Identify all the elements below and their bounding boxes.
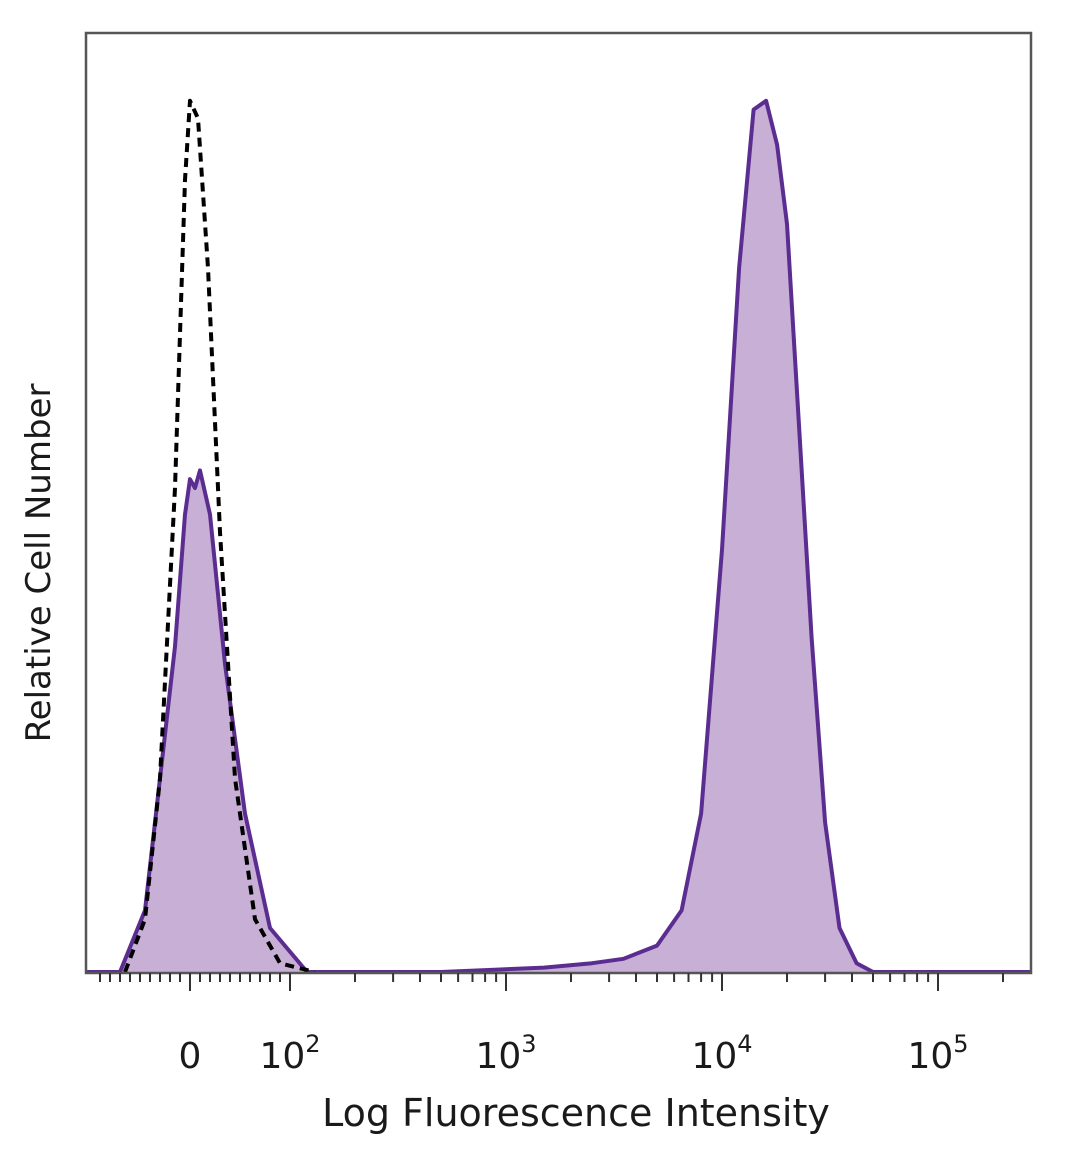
x-tick-base-4: 10 (907, 1036, 953, 1077)
x-tick-label-2: 103 (475, 1030, 536, 1077)
x-axis-ticks: 0 102 103 104 105 (99, 973, 1004, 1077)
x-tick-label-1: 102 (259, 1030, 320, 1077)
x-tick-base-1: 10 (259, 1036, 305, 1077)
x-tick-exp-1: 2 (305, 1030, 320, 1058)
x-tick-base-3: 10 (691, 1036, 737, 1077)
plot-frame (84, 31, 1033, 975)
series-0-line (86, 98, 1031, 974)
x-tick-label-3: 104 (691, 1030, 752, 1077)
x-axis-label: Log Fluorescence Intensity (322, 1091, 830, 1135)
x-tick-label-4: 105 (907, 1030, 968, 1077)
series-layer (86, 98, 1031, 974)
x-tick-exp-3: 4 (737, 1030, 752, 1058)
x-tick-exp-2: 3 (521, 1030, 536, 1058)
series-0-fill (120, 100, 873, 973)
x-tick-exp-4: 5 (953, 1030, 968, 1058)
x-tick-base-2: 10 (475, 1036, 521, 1077)
x-tick-label-0: 0 (179, 1036, 202, 1077)
series-1-dashed-line (123, 98, 316, 974)
y-axis-label: Relative Cell Number (19, 384, 59, 743)
